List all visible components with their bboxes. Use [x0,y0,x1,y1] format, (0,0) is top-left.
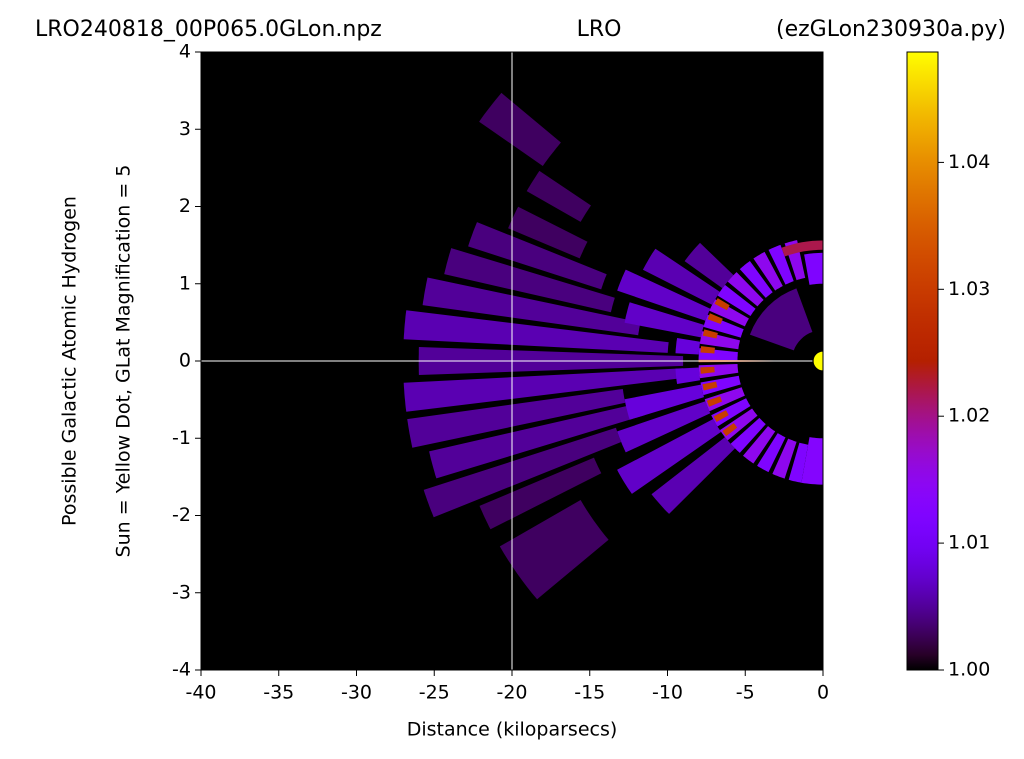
y-tick-label: -1 [172,427,191,449]
wedge [714,298,730,311]
wedge [772,438,797,479]
x-tick-label: -30 [341,682,372,704]
x-tick-label: -20 [496,682,527,704]
wedge [753,251,783,291]
y-tick-label: 0 [179,350,191,372]
wedge [617,419,722,494]
wedge [700,366,715,374]
wedge [508,206,588,259]
wedge [479,457,602,530]
colorbar-tick-label: 1.00 [948,659,990,681]
wedge [706,396,723,407]
y-axis-label: Sun = Yellow Dot, GLat Magnification = 5 [113,165,135,558]
y-tick-label: -2 [172,504,191,526]
wedge [642,248,720,305]
wedge [739,261,773,298]
wedge [403,310,669,353]
y-axis-label: Possible Galactic Atomic Hydrogen [59,196,81,526]
wedge [702,329,718,339]
wedge [730,417,766,453]
colorbar-tick-label: 1.04 [948,151,990,173]
wedge [707,313,723,324]
colorbar [907,52,938,670]
wedge [617,269,711,321]
wedge [749,288,813,351]
wedge [422,277,641,336]
wedge [429,402,645,479]
x-tick-label: -35 [263,682,294,704]
wedge [624,302,704,338]
x-tick-label: -40 [185,682,216,704]
colorbar-tick-label: 1.03 [948,278,990,300]
wedge [651,437,735,514]
wedge [624,384,704,420]
wedge [704,387,745,412]
wedge [617,401,711,453]
x-tick-label: -10 [652,682,683,704]
x-tick-label: -25 [419,682,450,704]
y-tick-label: 1 [179,272,191,294]
wedge [722,423,738,437]
wedge [743,426,776,464]
title-left: LRO240818_00P065.0GLon.npz [35,17,382,42]
wedge [700,346,715,354]
y-tick-label: -3 [172,581,191,603]
x-tick-label: -5 [736,682,755,704]
wedge [407,389,626,448]
y-tick-label: -4 [172,659,191,681]
wedge [781,240,823,257]
x-tick-label: -15 [574,682,605,704]
wedge [788,442,809,483]
wedge [717,284,756,316]
wedge [684,242,734,289]
wedge [675,367,701,384]
wedge [423,427,622,518]
title-right: (ezGLon230930a.py) [776,17,1006,42]
wedge [700,375,741,396]
wedge [801,437,823,485]
wedge [675,338,701,355]
y-tick-label: 2 [179,195,191,217]
wedge [757,433,786,473]
wedge [479,92,561,166]
wedge [702,381,718,391]
wedge [468,222,607,290]
wedge [526,170,591,222]
colorbar-tick-label: 1.01 [948,532,990,554]
y-tick-label: 4 [179,41,191,63]
title-center: LRO [577,17,622,42]
wedge [403,368,685,412]
x-tick-label: 0 [817,682,829,704]
colorbar-frame [906,51,939,671]
wedge [768,244,794,285]
plot-area [201,52,823,670]
wedge [713,410,729,422]
x-axis-label: Distance (kiloparsecs) [407,719,618,741]
wedge [444,248,615,313]
colorbar-tick-label: 1.02 [948,405,990,427]
sun-marker [812,350,823,372]
wedge [727,272,764,307]
wedge [804,252,823,285]
wedge [499,500,609,600]
y-tick-label: 3 [179,118,191,140]
